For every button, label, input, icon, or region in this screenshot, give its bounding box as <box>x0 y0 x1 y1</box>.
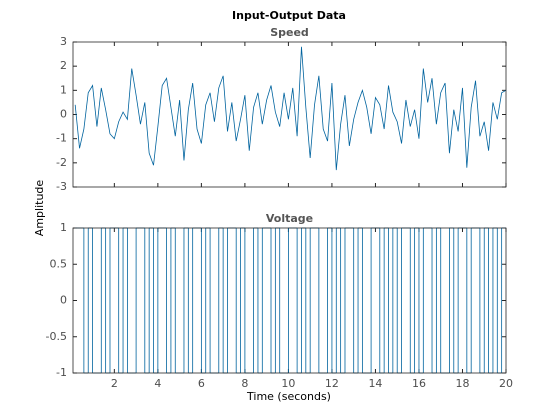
axes-box <box>72 41 507 188</box>
y-tick-label: 1 <box>60 221 67 234</box>
subplot-title: Speed <box>270 26 309 39</box>
y-tick-label: 2 <box>60 59 67 72</box>
subplot-title: Voltage <box>266 212 313 225</box>
x-tick-label: 2 <box>111 377 118 390</box>
y-tick-label: -0.5 <box>46 330 67 343</box>
x-tick-label: 16 <box>412 377 426 390</box>
y-tick-label: -2 <box>56 156 67 169</box>
y-tick-label: 0 <box>60 294 67 307</box>
signal-line <box>74 46 507 171</box>
y-tick-label: 1 <box>60 83 67 96</box>
x-tick-label: 12 <box>325 377 339 390</box>
y-tick-label: -1 <box>56 366 67 379</box>
x-tick-label: 20 <box>499 377 513 390</box>
figure-title: Input-Output Data <box>232 9 346 22</box>
y-tick-label: 0.5 <box>50 257 68 270</box>
y-tick-label: 0 <box>60 108 67 121</box>
y-axis-label: Amplitude <box>33 180 46 237</box>
x-tick-label: 6 <box>198 377 205 390</box>
y-tick-label: -3 <box>56 180 67 193</box>
y-tick-label: -1 <box>56 132 67 145</box>
x-tick-label: 4 <box>154 377 161 390</box>
axes-box <box>72 227 507 374</box>
x-tick-label: 18 <box>455 377 469 390</box>
y-tick-label: 3 <box>60 35 67 48</box>
x-tick-label: 8 <box>241 377 248 390</box>
x-tick-label: 10 <box>281 377 295 390</box>
x-axis-label: Time (seconds) <box>246 390 331 403</box>
x-tick-label: 14 <box>368 377 382 390</box>
